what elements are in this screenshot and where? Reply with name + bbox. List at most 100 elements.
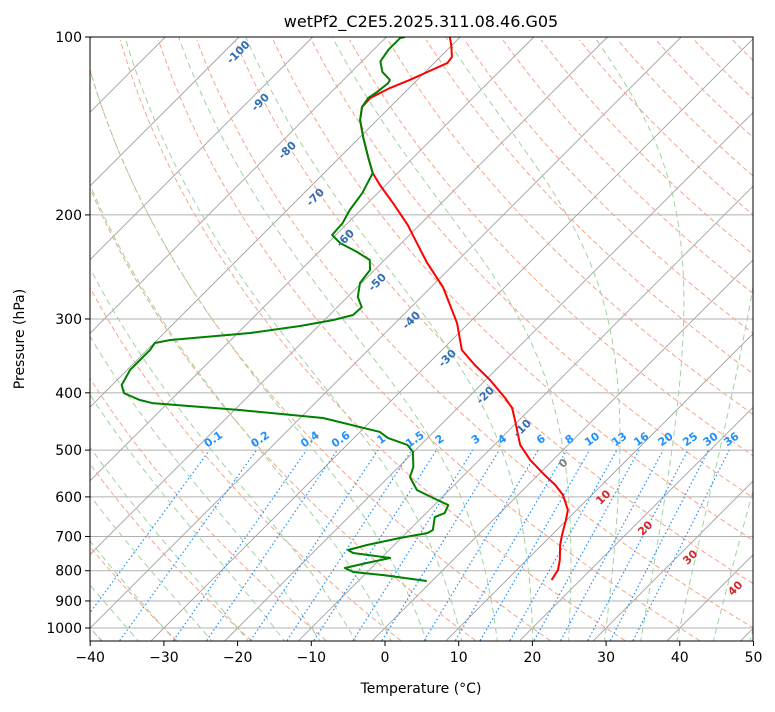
moist-adiabat-line — [90, 540, 176, 641]
chart-title: wetPf2_C2E5.2025.311.08.46.G05 — [284, 12, 558, 32]
mixing-ratio-line — [587, 449, 689, 641]
dry-adiabat-line — [655, 39, 753, 138]
mixing-ratio-label: 10 — [582, 429, 602, 449]
moist-adiabat-line — [332, 37, 572, 641]
y-tick-label: 400 — [55, 386, 82, 402]
isotherm-line — [90, 37, 461, 408]
mixing-ratio-label: 0.2 — [248, 428, 271, 450]
dry-adiabat-line — [311, 39, 753, 499]
mixing-ratio-label: 0.1 — [202, 428, 225, 450]
isotherm-line — [740, 627, 753, 641]
moist-adiabat-line — [90, 68, 428, 641]
isotherm-line — [666, 554, 753, 641]
mixing-ratio-line — [352, 449, 474, 641]
x-axis-label: Temperature (°C) — [360, 681, 482, 697]
mixing-ratio-line — [250, 449, 379, 641]
mixing-ratio-line — [509, 449, 618, 641]
mixing-ratio-line — [560, 449, 664, 641]
x-tick-label: 30 — [597, 650, 615, 666]
moist-adiabat-line — [124, 37, 463, 641]
mixing-ratio-line — [313, 449, 438, 641]
x-tick-label: −20 — [223, 650, 253, 666]
x-tick-label: −10 — [297, 650, 327, 666]
isotherm-line — [593, 480, 753, 641]
mixing-ratio-line — [119, 449, 257, 641]
y-tick-label: 500 — [55, 443, 82, 459]
isotherm-label: -100 — [224, 38, 253, 67]
dry-adiabat-line — [732, 39, 753, 62]
dry-adiabat-line — [693, 39, 753, 100]
moist-adiabat-line — [90, 267, 357, 641]
y-tick-label: 100 — [55, 30, 82, 46]
moist-adiabat-line — [90, 446, 249, 641]
dry-adiabat-line — [90, 286, 402, 641]
mixing-ratio-label: 0.4 — [298, 428, 322, 450]
x-tick-label: 20 — [523, 650, 541, 666]
mixing-ratio-label: 16 — [631, 429, 651, 449]
y-tick-label: 1000 — [46, 621, 82, 637]
x-tick-label: 40 — [671, 650, 689, 666]
mixing-ratio-label: 20 — [656, 429, 676, 449]
isotherm-line — [151, 38, 753, 641]
moist-adiabat-line — [245, 37, 534, 641]
dry-adiabat-line — [196, 39, 753, 629]
dry-adiabat-line — [464, 39, 753, 334]
dry-adiabat-line — [157, 39, 700, 641]
mixing-ratio-label: 2 — [433, 432, 447, 447]
isotherm-line — [519, 406, 753, 641]
moist-adiabat-line — [90, 494, 213, 641]
x-tick-label: −30 — [149, 650, 179, 666]
dry-adiabat-line — [387, 39, 753, 415]
mixing-ratio-line — [381, 449, 500, 641]
dry-adiabat-line — [349, 39, 753, 457]
axes: −40 −30 −20 −10 0 10 20 30 40 5010020030040050060… — [46, 30, 762, 666]
dry-adiabat-line — [90, 377, 327, 641]
mixing-ratio-line — [454, 449, 568, 641]
y-tick-label: 200 — [55, 208, 82, 224]
line-labels: 0.1 0.2 0.4 0.6 1 1.5 2 3 4 6 8 10 13 16 20 25 30 36-100-… — [202, 38, 746, 599]
mixing-ratio-line — [206, 449, 338, 641]
dry-adiabat-line — [272, 39, 753, 541]
isotherm-line — [90, 37, 682, 629]
moist-adiabat-line — [676, 283, 753, 641]
isotherm-line — [372, 259, 753, 641]
moist-adiabat-line — [178, 37, 498, 641]
temperature-profile-line — [359, 37, 569, 581]
dry-adiabat-line — [579, 39, 753, 216]
isotherm-line — [224, 111, 753, 641]
dry-adiabat-line — [425, 39, 753, 375]
x-tick-label: 50 — [745, 650, 763, 666]
mixing-ratio-line — [90, 449, 211, 614]
isotherm-line — [90, 37, 314, 261]
isotherm-line — [90, 37, 240, 187]
dry-adiabat-line — [119, 39, 626, 641]
y-tick-label: 600 — [55, 490, 82, 506]
y-axis-label: Pressure (hPa) — [12, 289, 28, 389]
moist-adiabat-line — [594, 37, 685, 641]
background-lines — [90, 37, 775, 641]
x-tick-label: 10 — [450, 650, 468, 666]
plot-frame — [89, 36, 754, 642]
mixing-ratio-label: 30 — [701, 429, 721, 449]
moist-adiabat-line — [90, 335, 321, 641]
mixing-ratio-line — [173, 449, 307, 641]
x-tick-label: −40 — [75, 650, 105, 666]
mixing-ratio-label: 4 — [495, 432, 509, 447]
mixing-ratio-label: 6 — [534, 432, 548, 447]
moist-adiabat-line — [445, 37, 621, 641]
dry-adiabat-line — [502, 39, 753, 295]
y-tick-label: 700 — [55, 529, 82, 545]
moist-adiabat-line — [90, 183, 392, 641]
moist-adiabat-line — [90, 393, 285, 641]
mixing-ratio-line — [286, 449, 413, 641]
isotherm-line — [90, 37, 387, 335]
isotherm-line — [90, 37, 608, 556]
dry-adiabat-line — [771, 40, 775, 641]
isotherm-line — [90, 37, 535, 482]
x-tick-label: 0 — [381, 650, 390, 666]
dewpoint-profile-line — [120, 37, 450, 583]
mixing-ratio-line — [533, 449, 640, 641]
mixing-ratio-label: 25 — [680, 430, 700, 449]
isotherm-line — [445, 333, 753, 641]
